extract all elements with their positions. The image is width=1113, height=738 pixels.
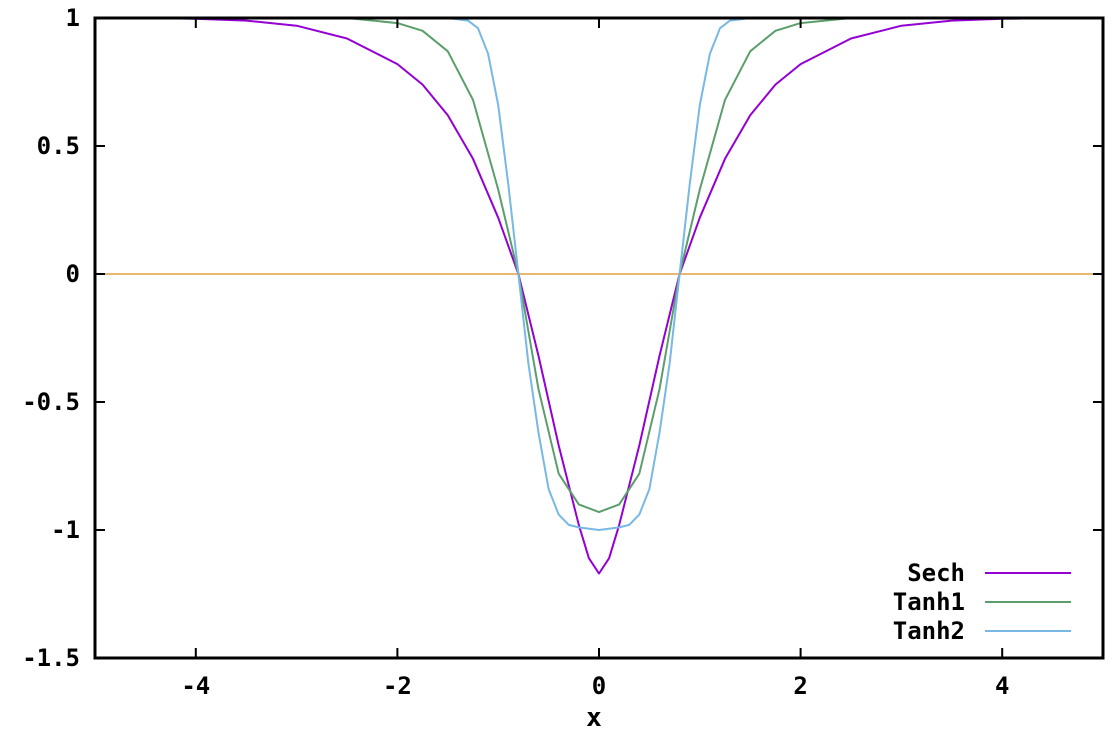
- y-tick-label: 0: [66, 260, 80, 288]
- x-tick-label: -4: [181, 672, 210, 700]
- ticks-layer: [95, 17, 1103, 659]
- y-tick-label: -0.5: [22, 388, 80, 416]
- series-line-tanh2: [95, 17, 1103, 531]
- y-tick-label: -1.5: [22, 644, 80, 672]
- x-axis-title: x: [586, 703, 602, 733]
- series-layer: [95, 17, 1103, 575]
- x-tick-label: 2: [793, 672, 807, 700]
- series-line-tanh1: [95, 17, 1103, 514]
- x-tick-label: 4: [995, 672, 1009, 700]
- series-line-sech: [95, 17, 1103, 575]
- legend-label-sech: Sech: [907, 559, 965, 587]
- y-tick-label: 1: [66, 4, 80, 32]
- legend-label-tanh1: Tanh1: [893, 588, 965, 616]
- legend-label-tanh2: Tanh2: [893, 617, 965, 645]
- x-tick-label: -2: [383, 672, 412, 700]
- tick-labels-layer: -4 -2 0 2 4 -1.5 -1 -0.5 0 0.5 1: [22, 4, 1009, 700]
- x-tick-label: 0: [592, 672, 606, 700]
- y-tick-label: -1: [51, 516, 80, 544]
- y-tick-label: 0.5: [37, 132, 80, 160]
